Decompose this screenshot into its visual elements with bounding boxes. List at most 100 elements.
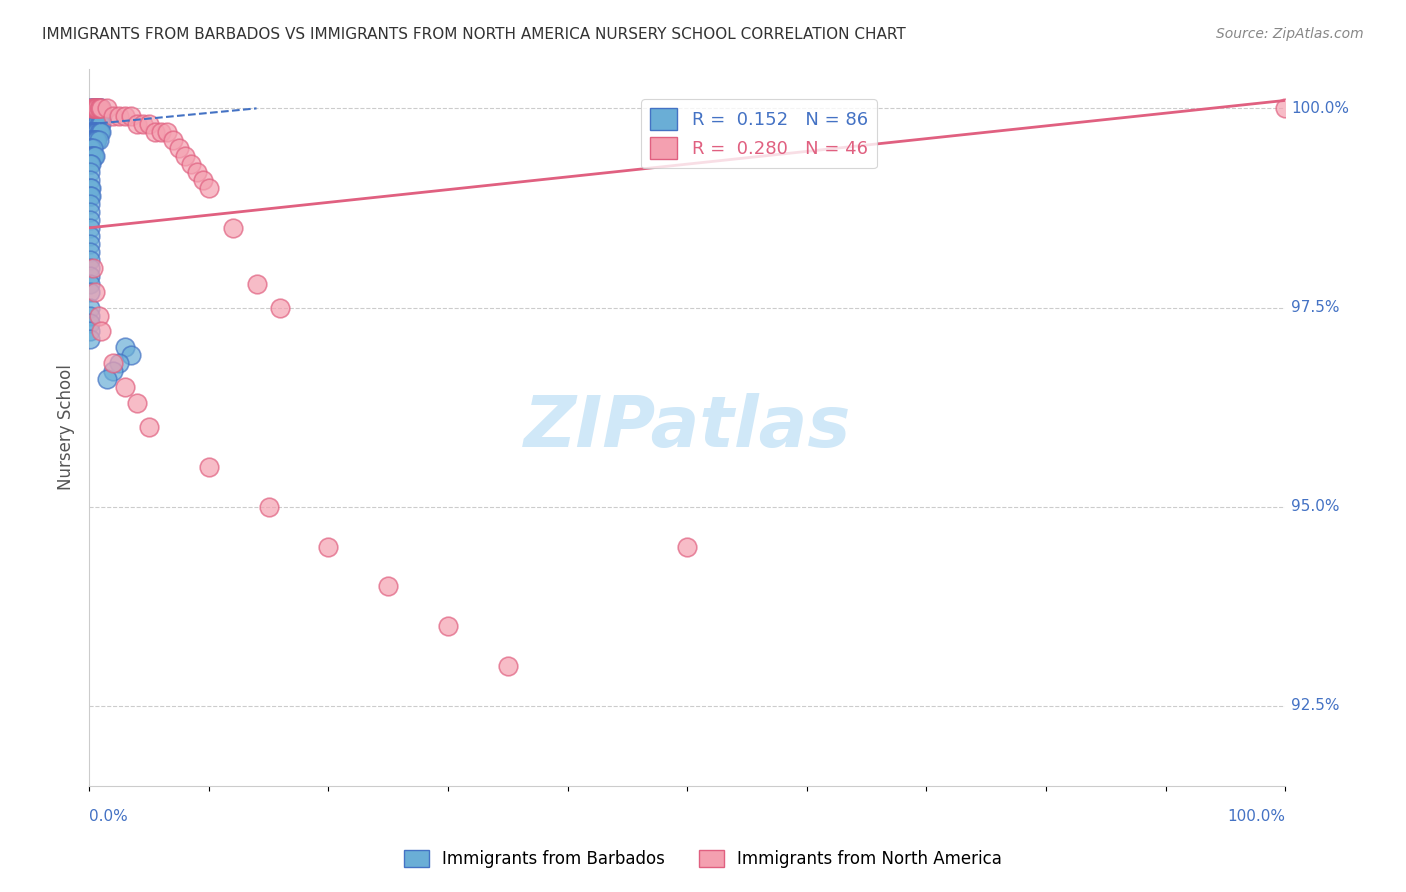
Point	[80, 181, 103, 195]
Point	[79, 260, 101, 275]
Point	[167, 141, 190, 155]
Point	[87, 309, 110, 323]
Point	[89, 125, 111, 139]
Point	[125, 396, 148, 410]
Point	[83, 149, 105, 163]
Point	[120, 109, 142, 123]
Point	[83, 133, 105, 147]
Point	[84, 109, 107, 123]
Point	[90, 117, 112, 131]
Point	[132, 117, 155, 131]
Point	[108, 109, 131, 123]
Point	[90, 101, 112, 115]
Point	[221, 220, 243, 235]
Point	[120, 348, 142, 362]
Point	[96, 372, 118, 386]
Point	[82, 141, 104, 155]
Point	[87, 133, 110, 147]
Point	[89, 109, 111, 123]
Point	[496, 659, 519, 673]
Text: 97.5%: 97.5%	[1291, 300, 1340, 315]
Point	[82, 101, 104, 115]
Point	[84, 101, 107, 115]
Point	[114, 380, 136, 394]
Point	[79, 189, 101, 203]
Point	[82, 125, 104, 139]
Point	[197, 459, 219, 474]
Point	[79, 101, 101, 115]
Point	[101, 109, 124, 123]
Text: IMMIGRANTS FROM BARBADOS VS IMMIGRANTS FROM NORTH AMERICA NURSERY SCHOOL CORRELA: IMMIGRANTS FROM BARBADOS VS IMMIGRANTS F…	[42, 27, 905, 42]
Point	[84, 109, 107, 123]
Point	[79, 333, 101, 347]
Point	[101, 356, 124, 370]
Point	[79, 133, 101, 147]
Point	[82, 109, 104, 123]
Point	[87, 117, 110, 131]
Point	[80, 157, 103, 171]
Point	[79, 228, 101, 243]
Point	[80, 101, 103, 115]
Point	[101, 364, 124, 378]
Point	[79, 141, 101, 155]
Point	[79, 197, 101, 211]
Point	[79, 285, 101, 299]
Point	[84, 133, 107, 147]
Point	[84, 101, 107, 115]
Point	[83, 101, 105, 115]
Point	[84, 133, 107, 147]
Text: 100.0%: 100.0%	[1227, 809, 1285, 824]
Point	[79, 309, 101, 323]
Point	[79, 117, 101, 131]
Point	[90, 325, 112, 339]
Point	[82, 101, 104, 115]
Point	[90, 101, 112, 115]
Point	[84, 125, 107, 139]
Point	[138, 420, 160, 434]
Text: ZIPatlas: ZIPatlas	[523, 392, 851, 461]
Point	[79, 125, 101, 139]
Point	[143, 125, 166, 139]
Point	[82, 260, 104, 275]
Point	[79, 165, 101, 179]
Point	[79, 173, 101, 187]
Point	[197, 181, 219, 195]
Point	[86, 133, 108, 147]
Point	[84, 149, 107, 163]
Point	[79, 244, 101, 259]
Point	[377, 579, 399, 593]
Point	[89, 101, 111, 115]
Point	[89, 117, 111, 131]
Point	[162, 133, 184, 147]
Point	[80, 133, 103, 147]
Point	[90, 109, 112, 123]
Point	[80, 189, 103, 203]
Text: Source: ZipAtlas.com: Source: ZipAtlas.com	[1216, 27, 1364, 41]
Point	[84, 117, 107, 131]
Y-axis label: Nursery School: Nursery School	[58, 364, 75, 490]
Point	[86, 101, 108, 115]
Point	[82, 133, 104, 147]
Point	[79, 149, 101, 163]
Point	[86, 109, 108, 123]
Point	[191, 173, 214, 187]
Point	[87, 101, 110, 115]
Point	[80, 149, 103, 163]
Text: 100.0%: 100.0%	[1291, 101, 1350, 116]
Point	[87, 109, 110, 123]
Point	[84, 101, 107, 115]
Point	[149, 125, 172, 139]
Point	[79, 181, 101, 195]
Point	[83, 117, 105, 131]
Point	[676, 540, 699, 554]
Point	[318, 540, 340, 554]
Point	[80, 141, 103, 155]
Legend: R =  0.152   N = 86, R =  0.280   N = 46: R = 0.152 N = 86, R = 0.280 N = 46	[641, 99, 877, 169]
Point	[86, 101, 108, 115]
Point	[87, 101, 110, 115]
Point	[156, 125, 179, 139]
Point	[80, 109, 103, 123]
Point	[79, 213, 101, 227]
Point	[1274, 101, 1296, 115]
Text: 92.5%: 92.5%	[1291, 698, 1340, 714]
